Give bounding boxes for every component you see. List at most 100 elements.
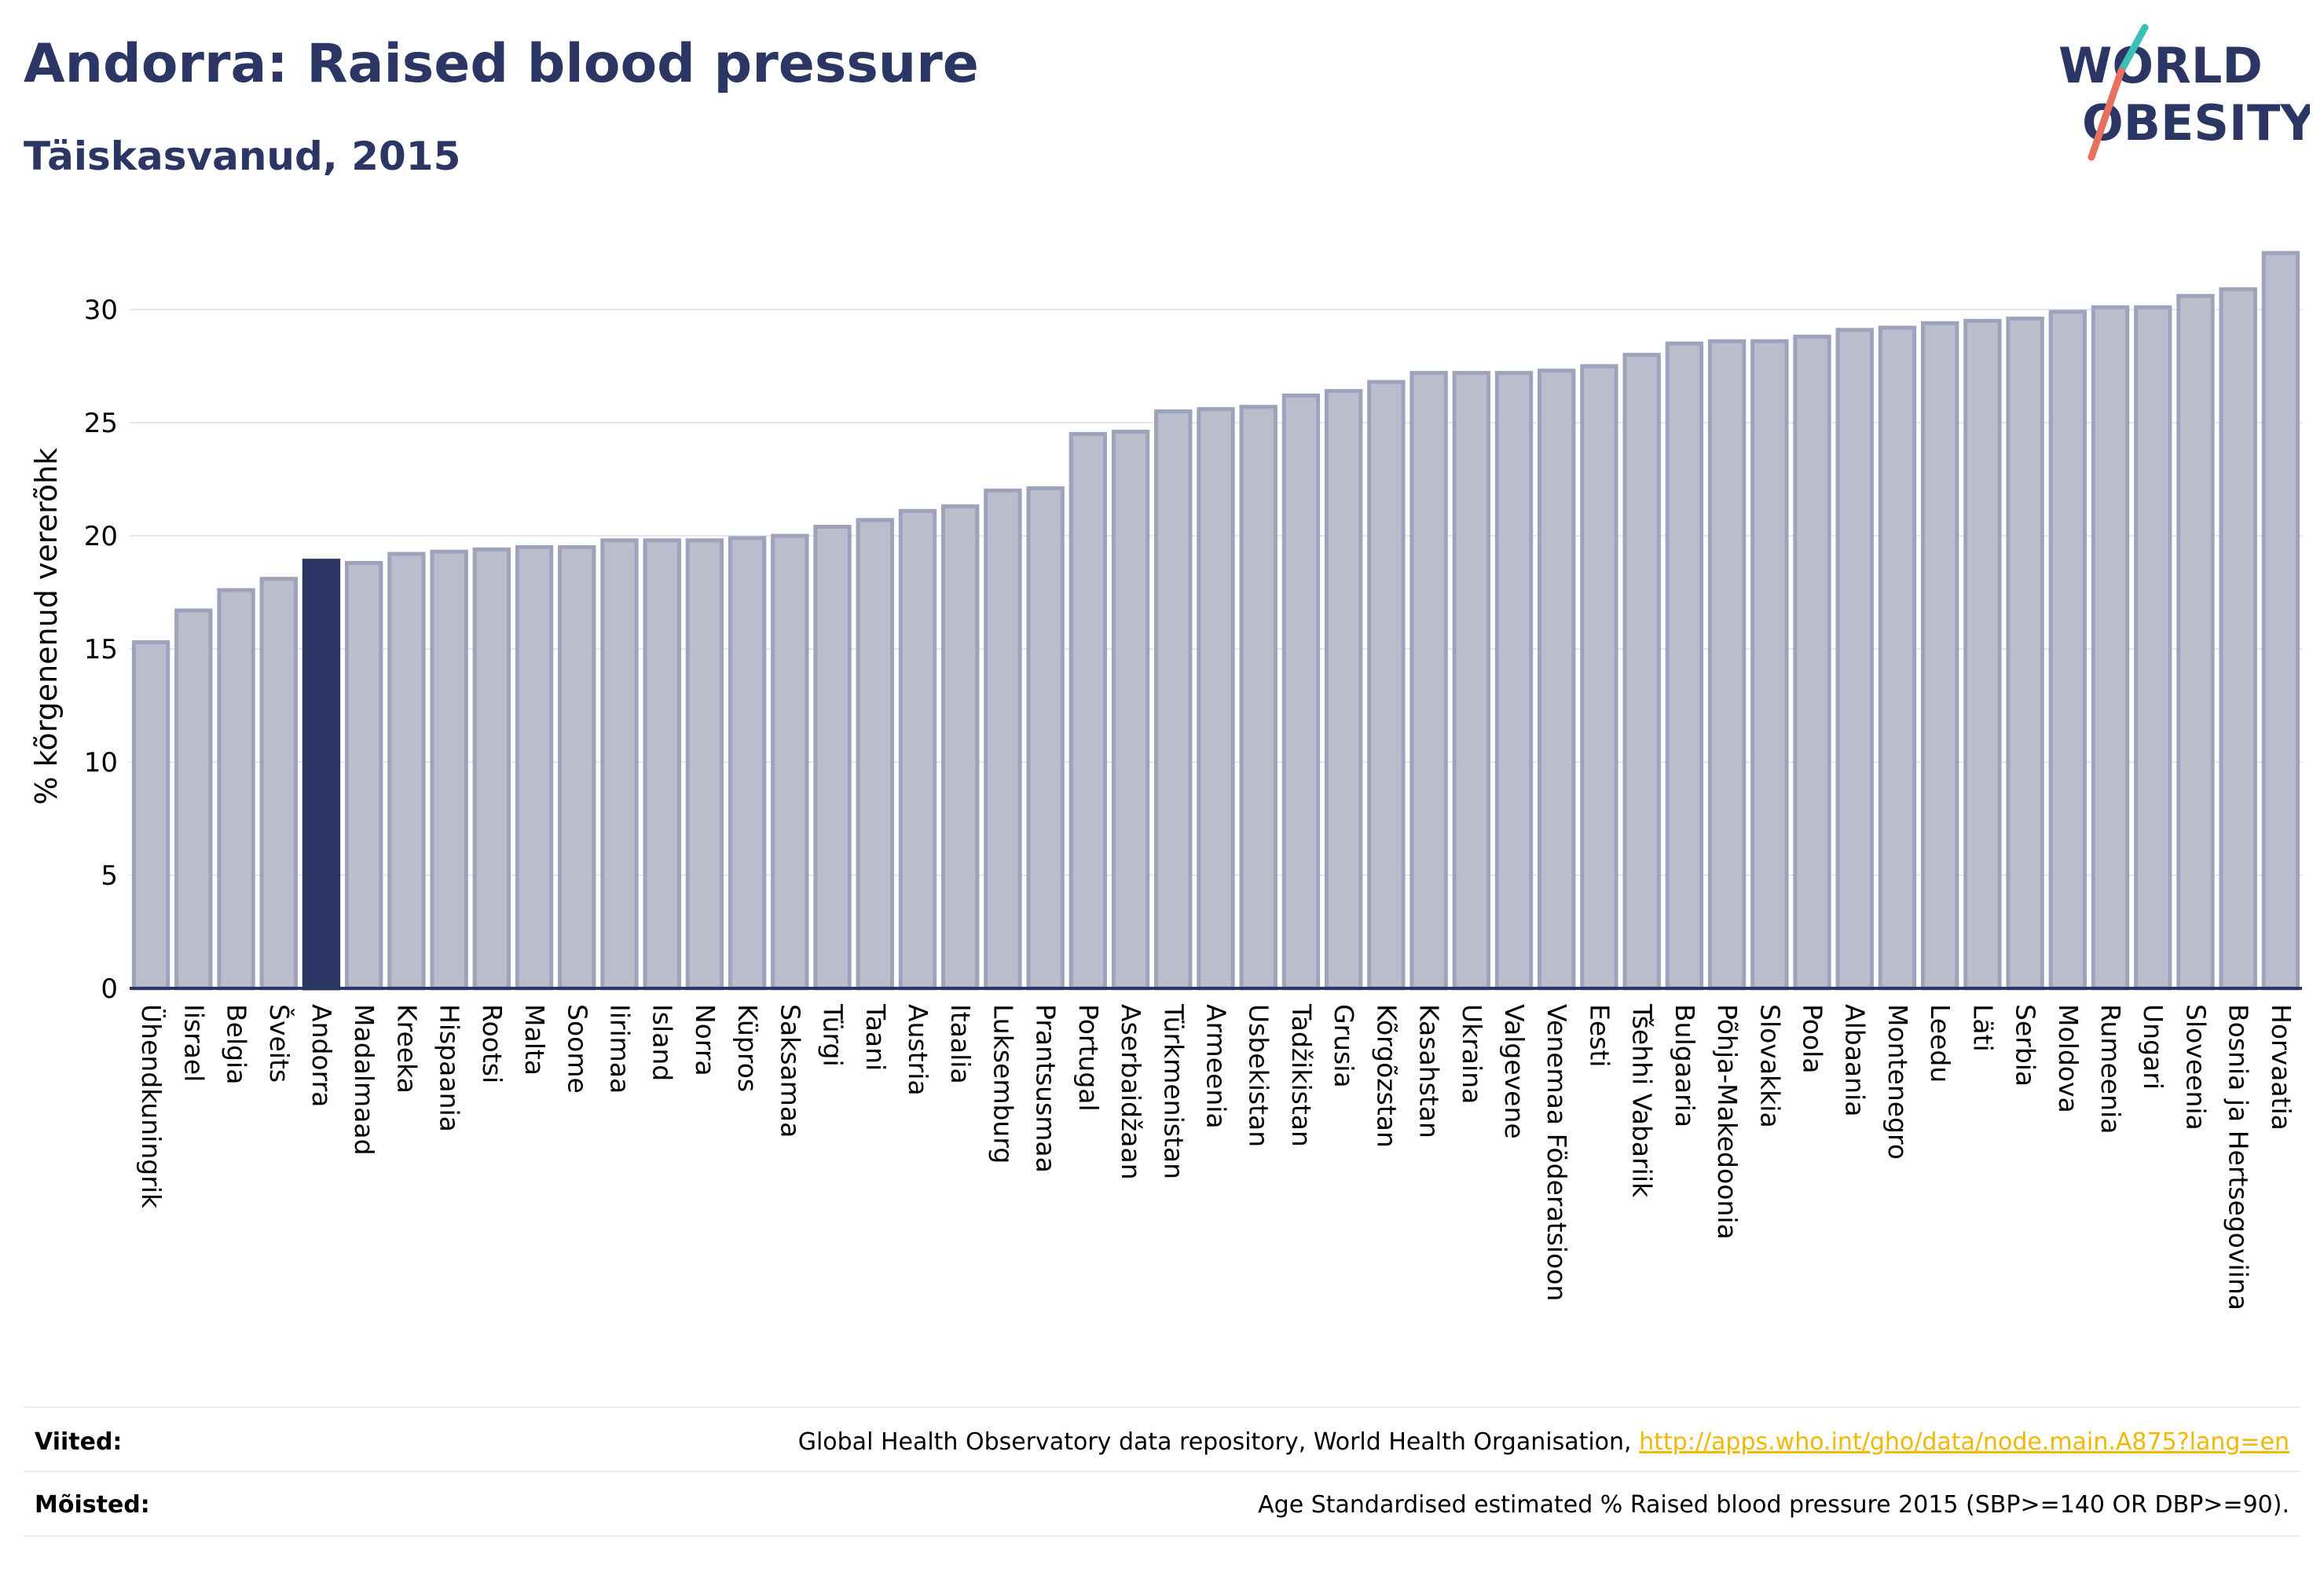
x-tick-label: Läti xyxy=(1967,1004,1998,1052)
bar xyxy=(1026,486,1065,991)
bar-chart: 0 5 10 15 20 25 30 % kõrgenenud vererõhk Ühendku… xyxy=(29,251,2302,1310)
bar xyxy=(515,544,554,991)
x-tick-label: Norra xyxy=(690,1004,720,1076)
x-tick-label: Leedu xyxy=(1925,1004,1956,1083)
x-tick-label: Tadžikistan xyxy=(1286,1003,1317,1147)
bar xyxy=(387,552,426,991)
bar xyxy=(856,518,894,991)
moisted-text: Age Standardised estimated % Raised bloo… xyxy=(1258,1491,2289,1519)
logo-slash-icon xyxy=(2117,24,2149,75)
x-tick-label: Ühendkuningrik xyxy=(136,1004,167,1209)
bar xyxy=(1281,393,1321,991)
bar xyxy=(1538,368,1576,991)
y-tick-label: 30 xyxy=(84,295,118,326)
logo-line2: OBESITY xyxy=(2082,94,2310,152)
x-tick-label: Türgi xyxy=(818,1003,849,1067)
x-tick-label: Austria xyxy=(903,1004,933,1096)
x-tick-label: Valgevene xyxy=(1499,1004,1530,1139)
x-tick-label: Moldova xyxy=(2053,1004,2084,1113)
x-tick-label: Usbekistan xyxy=(1244,1004,1274,1147)
bar xyxy=(1452,371,1490,991)
x-tick-label: Bosnia ja Hertsegoviina xyxy=(2223,1004,2254,1310)
bar xyxy=(1239,405,1277,991)
bar xyxy=(1367,379,1406,991)
bar xyxy=(2176,294,2215,991)
x-tick-label: Rootsi xyxy=(477,1004,508,1083)
x-tick-label: Slovakkia xyxy=(1754,1004,1785,1128)
footer-divider-mid xyxy=(24,1471,2300,1472)
x-tick-label: Island xyxy=(647,1004,678,1081)
y-tick-label: 10 xyxy=(84,747,118,779)
x-tick-label: Armeenia xyxy=(1201,1004,1232,1129)
x-tick-label: Iirimaa xyxy=(604,1004,635,1094)
bar xyxy=(345,561,383,991)
x-tick-label: Saksamaa xyxy=(775,1004,805,1138)
x-tick-label: Andorra xyxy=(306,1004,337,1107)
y-tick-label: 20 xyxy=(84,521,118,552)
world-obesity-logo: WORLD OBESITY xyxy=(2058,24,2310,161)
bar xyxy=(217,588,255,991)
bar xyxy=(728,536,767,991)
bar xyxy=(302,559,341,991)
bar xyxy=(1665,341,1704,991)
x-tick-label: Prantsusmaa xyxy=(1031,1004,1061,1173)
x-tick-label: Tšehhi Vabariik xyxy=(1627,1003,1658,1198)
bar xyxy=(600,538,639,991)
bar xyxy=(1793,335,1831,991)
bar xyxy=(1963,318,2002,991)
x-tick-label: Šveits xyxy=(264,1004,295,1083)
x-tick-label: Madalmaad xyxy=(349,1004,379,1156)
bar xyxy=(1622,353,1661,991)
bar xyxy=(1154,409,1193,991)
viited-source: Global Health Observatory data repositor… xyxy=(798,1428,2289,1456)
bar xyxy=(1324,389,1363,991)
bar xyxy=(1750,339,1789,991)
bar xyxy=(1835,328,1874,991)
viited-text: Global Health Observatory data repositor… xyxy=(797,1428,1632,1456)
viited-link[interactable]: http://apps.who.int/gho/data/node.main.A… xyxy=(1639,1428,2289,1456)
bar xyxy=(2006,317,2044,991)
bar xyxy=(2048,310,2087,991)
bar xyxy=(430,549,468,991)
y-tick-label: 25 xyxy=(84,408,118,439)
bar xyxy=(2219,287,2257,991)
footer-divider-bottom xyxy=(24,1535,2300,1537)
x-tick-label: Albaania xyxy=(1840,1004,1871,1116)
bar xyxy=(1707,339,1747,991)
x-tick-label: Põhja-Makedoonia xyxy=(1712,1004,1743,1240)
bar xyxy=(259,577,298,991)
x-tick-label: Hispaania xyxy=(434,1004,465,1132)
bar xyxy=(1069,431,1108,991)
bar xyxy=(174,608,213,991)
x-tick-label: Türkmenistan xyxy=(1158,1003,1189,1179)
bar xyxy=(2134,305,2172,991)
bar xyxy=(2261,251,2300,991)
bar xyxy=(2091,305,2130,991)
bar xyxy=(643,538,681,991)
bar xyxy=(1111,430,1150,991)
x-tick-label: Horvaatia xyxy=(2266,1004,2297,1131)
x-tick-label: Montenegro xyxy=(1882,1004,1913,1160)
bar xyxy=(1878,325,1917,991)
x-tick-label: Küpros xyxy=(732,1004,763,1092)
x-tick-label: Portugal xyxy=(1073,1004,1104,1112)
x-tick-label: Itaalia xyxy=(945,1004,976,1084)
bar xyxy=(1494,371,1534,991)
bar xyxy=(941,504,980,991)
x-tick-label: Eesti xyxy=(1584,1004,1615,1067)
bar xyxy=(131,640,170,991)
x-tick-label: Bulgaaria xyxy=(1670,1004,1700,1127)
x-tick-label: Rumeenia xyxy=(2095,1004,2126,1134)
x-tick-label: Grusia xyxy=(1329,1004,1359,1088)
logo-slash-lower-icon xyxy=(2088,67,2125,161)
x-tick-label: Serbia xyxy=(2011,1004,2041,1087)
y-axis-title: % kõrgenenud vererõhk xyxy=(29,448,64,805)
y-tick-label: 0 xyxy=(101,973,118,1005)
bar xyxy=(558,544,596,991)
y-tick-label: 5 xyxy=(101,860,118,892)
x-tick-label: Poola xyxy=(1798,1004,1828,1074)
x-tick-label: Kreeka xyxy=(391,1004,422,1094)
x-tick-label: Taani xyxy=(860,1003,891,1071)
x-tick-label: Venemaa Föderatsioon xyxy=(1541,1004,1572,1301)
chart-subtitle: Täiskasvanud, 2015 xyxy=(24,134,461,179)
